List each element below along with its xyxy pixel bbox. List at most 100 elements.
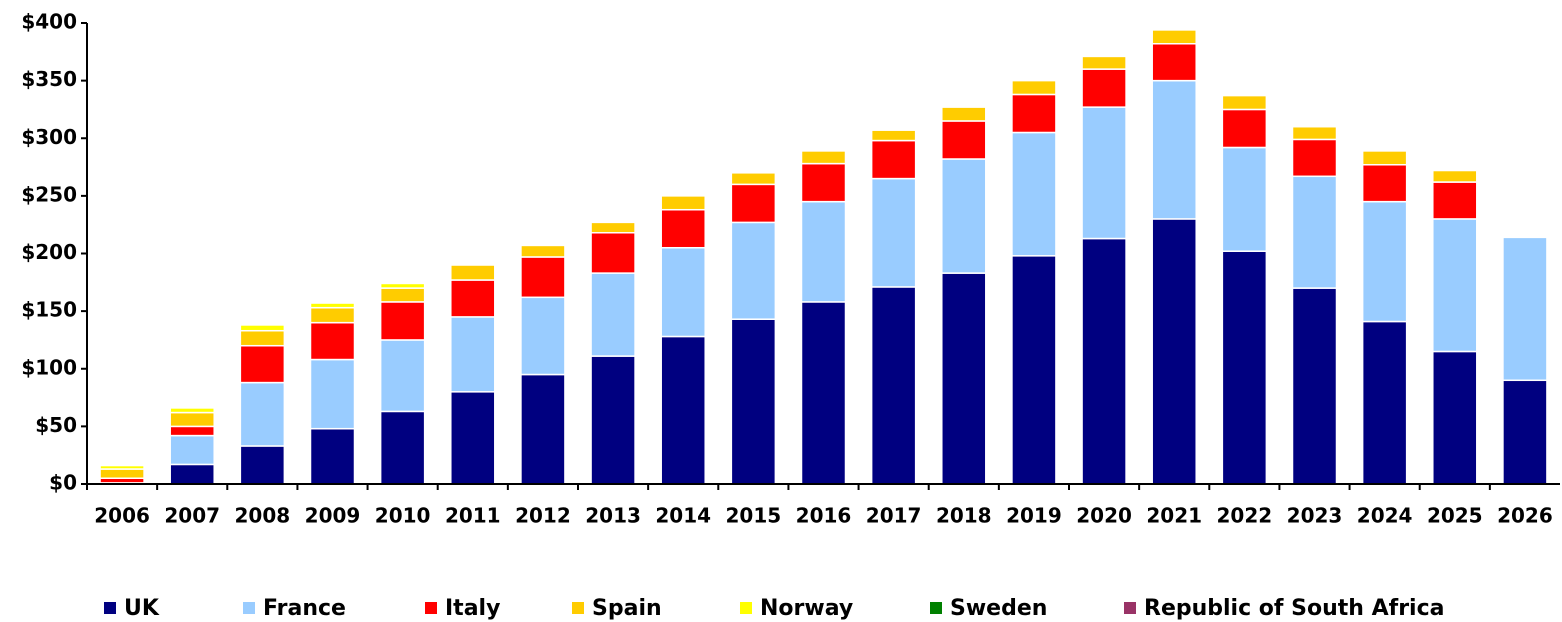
bar-segment: [1221, 250, 1268, 485]
bar-segment: [1081, 237, 1127, 485]
bar-segment: [239, 445, 286, 485]
legend-swatch: [740, 602, 752, 614]
bar-segment: [239, 329, 286, 347]
x-tick-label: 2019: [1006, 504, 1062, 528]
x-tick-label: 2020: [1076, 504, 1132, 528]
bar-segment: [1361, 200, 1408, 323]
bar-segment: [941, 158, 987, 274]
bar-segment: [1011, 255, 1057, 485]
x-tick-label: 2007: [164, 504, 220, 528]
bar-segment: [309, 427, 356, 485]
bar-segment: [730, 172, 777, 186]
legend-label: Republic of South Africa: [1144, 596, 1444, 621]
x-tick-label: 2022: [1217, 504, 1273, 528]
x-tick-label: 2018: [936, 504, 992, 528]
bar-segment: [660, 208, 706, 249]
bar-segment: [169, 411, 215, 428]
bar-segment: [1432, 218, 1478, 353]
bar-segment: [520, 244, 566, 258]
bar-segment: [520, 256, 566, 299]
bar-segment: [941, 272, 987, 485]
bar-segment: [1151, 42, 1197, 82]
legend-label: Norway: [760, 596, 853, 621]
x-tick-label: 2024: [1357, 504, 1413, 528]
x-tick-label: 2010: [375, 504, 431, 528]
bar-segment: [450, 264, 496, 281]
bar-segment: [1081, 68, 1127, 108]
bar-segment: [870, 139, 917, 180]
bar-segment: [660, 335, 706, 485]
legend-swatch: [104, 602, 116, 614]
bar-segment: [870, 177, 917, 288]
bar-segment: [309, 321, 356, 361]
bar-segment: [1291, 125, 1338, 141]
bar-segment: [941, 120, 987, 160]
bar-segment: [450, 391, 496, 485]
legend-label: Sweden: [950, 596, 1047, 621]
bar-segment: [1361, 320, 1408, 485]
bar-segment: [99, 468, 145, 479]
bar-segment: [1081, 106, 1127, 240]
bar-segment: [379, 287, 426, 303]
x-tick-label: 2017: [866, 504, 922, 528]
bar-segment: [379, 282, 426, 289]
bar-segment: [730, 183, 777, 224]
bar-segment: [941, 106, 987, 122]
bar-segment: [169, 407, 215, 414]
y-tick-label: $350: [21, 67, 77, 91]
y-tick-label: $250: [21, 182, 77, 206]
x-tick-label: 2013: [585, 504, 641, 528]
bar-segment: [660, 246, 706, 338]
bar-segment: [730, 318, 777, 485]
bar-segment: [1432, 350, 1478, 485]
bar-segment: [1081, 55, 1127, 70]
x-tick-label: 2012: [515, 504, 571, 528]
legend-label: UK: [124, 596, 160, 621]
legend-swatch: [243, 602, 255, 614]
bar-segment: [800, 162, 847, 203]
x-tick-label: 2008: [235, 504, 291, 528]
legend-swatch: [572, 602, 584, 614]
legend-swatch: [1124, 602, 1136, 614]
bar-segment: [800, 150, 847, 165]
bar-segment: [1502, 379, 1548, 485]
bar-segment: [379, 301, 426, 341]
bar-segment: [800, 200, 847, 303]
bar-segment: [239, 344, 286, 384]
bar-segment: [1291, 175, 1338, 289]
y-tick-label: $0: [49, 471, 77, 495]
bar-segment: [590, 232, 636, 274]
bar-segment: [520, 373, 566, 485]
bar-segment: [1221, 108, 1268, 149]
bar-segment: [1291, 287, 1338, 485]
bar-segment: [450, 316, 496, 393]
bar-segment: [450, 279, 496, 318]
bar-segment: [1432, 169, 1478, 183]
bar-segment: [239, 324, 286, 332]
bar-segment: [590, 221, 636, 234]
bar-segment: [1151, 218, 1197, 485]
bar-segment: [239, 381, 286, 447]
bar-segment: [870, 286, 917, 485]
x-tick-label: 2016: [796, 504, 852, 528]
bar-segment: [1361, 150, 1408, 166]
x-tick-label: 2025: [1427, 504, 1483, 528]
legend-label: Italy: [445, 596, 500, 621]
bar-segment: [309, 306, 356, 324]
x-tick-label: 2015: [726, 504, 782, 528]
bar-segment: [730, 221, 777, 320]
bar-segment: [870, 129, 917, 142]
bar-segment: [1151, 29, 1197, 45]
bar-segment: [1011, 131, 1057, 257]
y-tick-label: $200: [21, 240, 77, 264]
y-tick-label: $50: [35, 413, 77, 437]
bar-segment: [800, 301, 847, 485]
bar-segment: [590, 355, 636, 485]
y-tick-label: $300: [21, 125, 77, 149]
legend-label: Spain: [592, 596, 662, 621]
bar-segment: [169, 463, 215, 485]
x-tick-label: 2021: [1146, 504, 1202, 528]
bar-segment: [169, 425, 215, 437]
bar-segment: [660, 195, 706, 211]
